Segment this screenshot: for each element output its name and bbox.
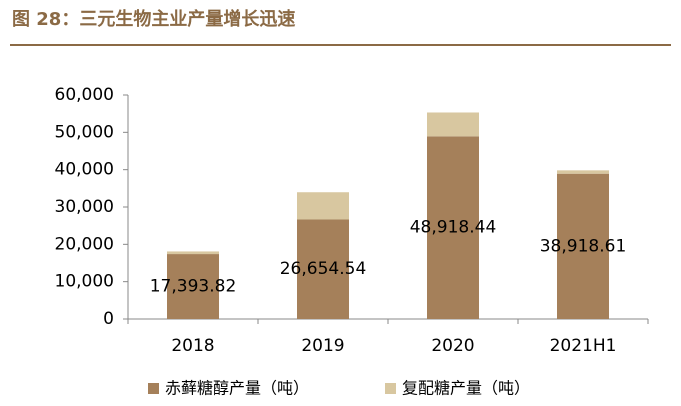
value-label: 38,918.61 xyxy=(540,236,627,256)
y-tick-label: 40,000 xyxy=(55,160,114,180)
bar-segment xyxy=(167,254,219,319)
y-tick-label: 20,000 xyxy=(55,234,114,254)
bar-segment xyxy=(297,192,349,220)
y-tick-label: 30,000 xyxy=(55,197,114,217)
value-label: 17,393.82 xyxy=(150,277,237,297)
legend-label: 复配糖产量（吨） xyxy=(402,379,530,398)
y-tick-label: 0 xyxy=(103,309,114,329)
bar-segment xyxy=(427,136,479,319)
legend-label: 赤藓糖醇产量（吨） xyxy=(165,379,309,398)
y-tick-label: 60,000 xyxy=(55,85,114,105)
value-label: 48,918.44 xyxy=(410,218,497,238)
x-tick-label: 2021H1 xyxy=(550,336,617,356)
bar-segment xyxy=(297,219,349,319)
bar-segment xyxy=(557,170,609,174)
y-tick-label: 10,000 xyxy=(55,272,114,292)
chart-title: 图 28：三元生物主业产量增长迅速 xyxy=(12,8,295,30)
y-tick-label: 50,000 xyxy=(55,122,114,142)
x-tick-label: 2019 xyxy=(301,336,344,356)
legend-swatch xyxy=(148,383,159,394)
legend-swatch xyxy=(385,383,396,394)
bar-segment xyxy=(427,112,479,137)
x-tick-label: 2018 xyxy=(171,336,214,356)
x-tick-label: 2020 xyxy=(431,336,474,356)
value-label: 26,654.54 xyxy=(280,259,367,279)
bar-segment xyxy=(167,251,219,255)
bar-segment xyxy=(557,173,609,319)
